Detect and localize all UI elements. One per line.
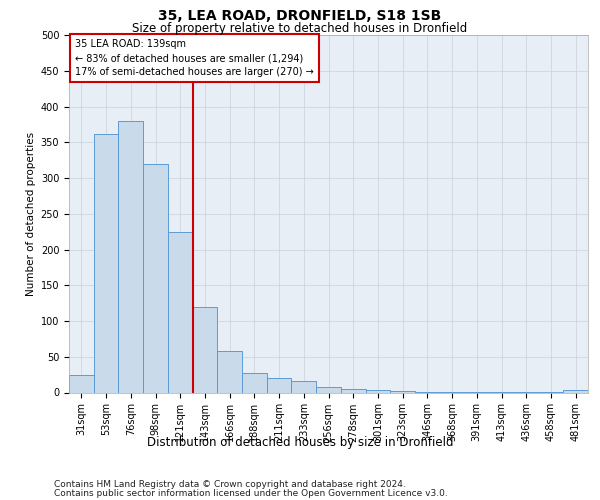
Bar	[390, 391, 415, 392]
Y-axis label: Number of detached properties: Number of detached properties	[26, 132, 37, 296]
Text: 35, LEA ROAD, DRONFIELD, S18 1SB: 35, LEA ROAD, DRONFIELD, S18 1SB	[158, 9, 442, 23]
Text: 35 LEA ROAD: 139sqm
← 83% of detached houses are smaller (1,294)
17% of semi-det: 35 LEA ROAD: 139sqm ← 83% of detached ho…	[75, 40, 314, 78]
Bar	[341, 389, 365, 392]
Bar	[563, 390, 588, 392]
Text: Contains HM Land Registry data © Crown copyright and database right 2024.: Contains HM Land Registry data © Crown c…	[54, 480, 406, 489]
Bar	[292, 381, 316, 392]
Bar	[217, 351, 242, 393]
Bar	[316, 387, 341, 392]
Text: Distribution of detached houses by size in Dronfield: Distribution of detached houses by size …	[147, 436, 453, 449]
Bar	[168, 232, 193, 392]
Bar	[242, 373, 267, 392]
Bar	[143, 164, 168, 392]
Bar	[365, 390, 390, 392]
Text: Size of property relative to detached houses in Dronfield: Size of property relative to detached ho…	[133, 22, 467, 35]
Bar	[69, 374, 94, 392]
Bar	[193, 306, 217, 392]
Bar	[118, 121, 143, 392]
Text: Contains public sector information licensed under the Open Government Licence v3: Contains public sector information licen…	[54, 489, 448, 498]
Bar	[94, 134, 118, 392]
Bar	[267, 378, 292, 392]
